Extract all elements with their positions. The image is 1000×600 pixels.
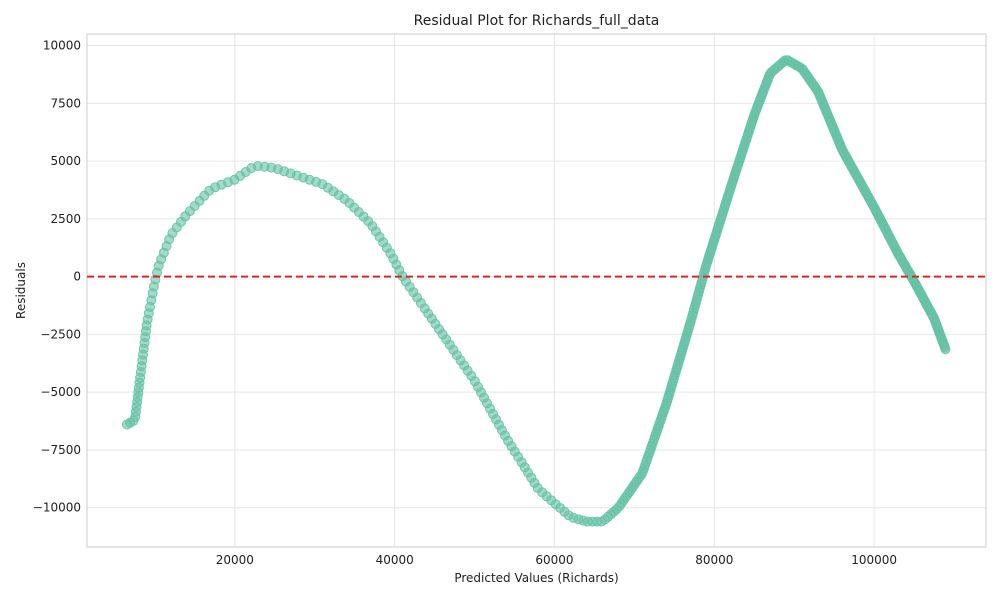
y-tick-label: −7500 bbox=[40, 443, 81, 457]
plot-frame bbox=[86, 33, 987, 548]
y-tick-label: −2500 bbox=[40, 327, 81, 341]
x-tick-label: 60000 bbox=[535, 553, 573, 567]
y-tick-label: 0 bbox=[73, 270, 81, 284]
y-tick-labels: −10000 −7500 −5000 −2500 0 2500 5000 7500 10000 bbox=[33, 39, 81, 515]
data-points bbox=[122, 55, 951, 527]
x-tick-label: 100000 bbox=[851, 553, 897, 567]
y-tick-label: −10000 bbox=[33, 501, 81, 515]
x-tick-label: 20000 bbox=[216, 553, 254, 567]
grid bbox=[87, 34, 986, 547]
y-tick-label: 2500 bbox=[50, 212, 81, 226]
y-tick-label: −5000 bbox=[40, 385, 81, 399]
y-axis-title: Residuals bbox=[14, 262, 28, 319]
y-tick-label: 7500 bbox=[50, 96, 81, 110]
residual-point bbox=[940, 344, 951, 355]
y-tick-label: 10000 bbox=[43, 39, 81, 53]
x-tick-label: 40000 bbox=[376, 553, 414, 567]
x-axis-title: Predicted Values (Richards) bbox=[454, 571, 618, 585]
x-tick-label: 80000 bbox=[695, 553, 733, 567]
x-tick-labels: 20000 40000 60000 80000 100000 bbox=[216, 553, 897, 567]
y-tick-label: 5000 bbox=[50, 154, 81, 168]
chart-title: Residual Plot for Richards_full_data bbox=[414, 13, 660, 29]
